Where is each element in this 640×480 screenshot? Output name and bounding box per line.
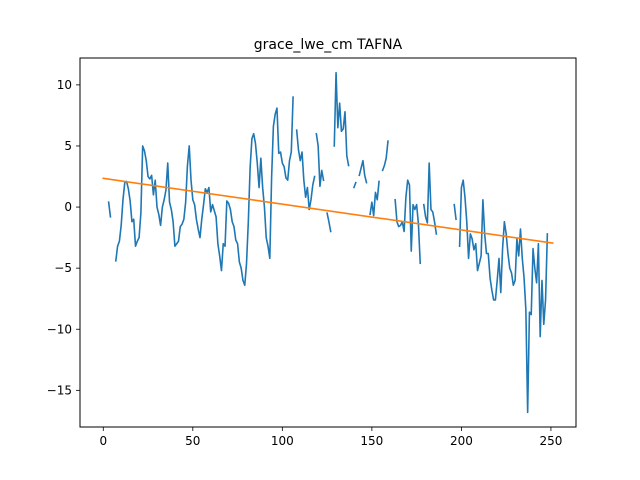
chart-title: grace_lwe_cm TAFNA — [254, 37, 403, 53]
x-tick-label: 250 — [539, 434, 562, 448]
series-1-segment-12 — [422, 162, 438, 235]
series-1-segment-3 — [295, 129, 316, 211]
series-layer — [102, 71, 554, 414]
y-tick-label: 0 — [64, 200, 72, 214]
y-tick-label: 10 — [57, 78, 72, 92]
series-1-segment-9 — [369, 180, 380, 217]
x-tick-label: 100 — [271, 434, 294, 448]
series-1-segment-10 — [381, 140, 389, 172]
x-tick-label: 150 — [360, 434, 383, 448]
series-1-segment-1 — [107, 201, 112, 218]
series-1-segment-4 — [315, 132, 325, 188]
x-tick-label: 0 — [99, 434, 107, 448]
y-tick-label: −5 — [54, 261, 72, 275]
series-1-segment-2 — [114, 96, 294, 287]
series-1-segment-8 — [358, 159, 368, 184]
y-tick-label: 5 — [64, 139, 72, 153]
y-tick-label: −10 — [47, 322, 72, 336]
series-2-segment-1 — [102, 177, 554, 245]
series-1-segment-6 — [333, 71, 350, 167]
series-1-segment-11 — [394, 179, 422, 265]
x-tick-label: 50 — [185, 434, 200, 448]
series-1-segment-13 — [453, 203, 457, 221]
axes-layer: 0 50 100 150 200 250 −15 −10 −5 0 5 10 — [47, 78, 563, 448]
series-1-segment-5 — [326, 212, 332, 233]
y-tick-label: −15 — [47, 383, 72, 397]
series-1-segment-14 — [458, 179, 549, 414]
plot-area-frame — [79, 57, 577, 428]
x-tick-label: 200 — [450, 434, 473, 448]
series-1-segment-7 — [352, 181, 357, 189]
